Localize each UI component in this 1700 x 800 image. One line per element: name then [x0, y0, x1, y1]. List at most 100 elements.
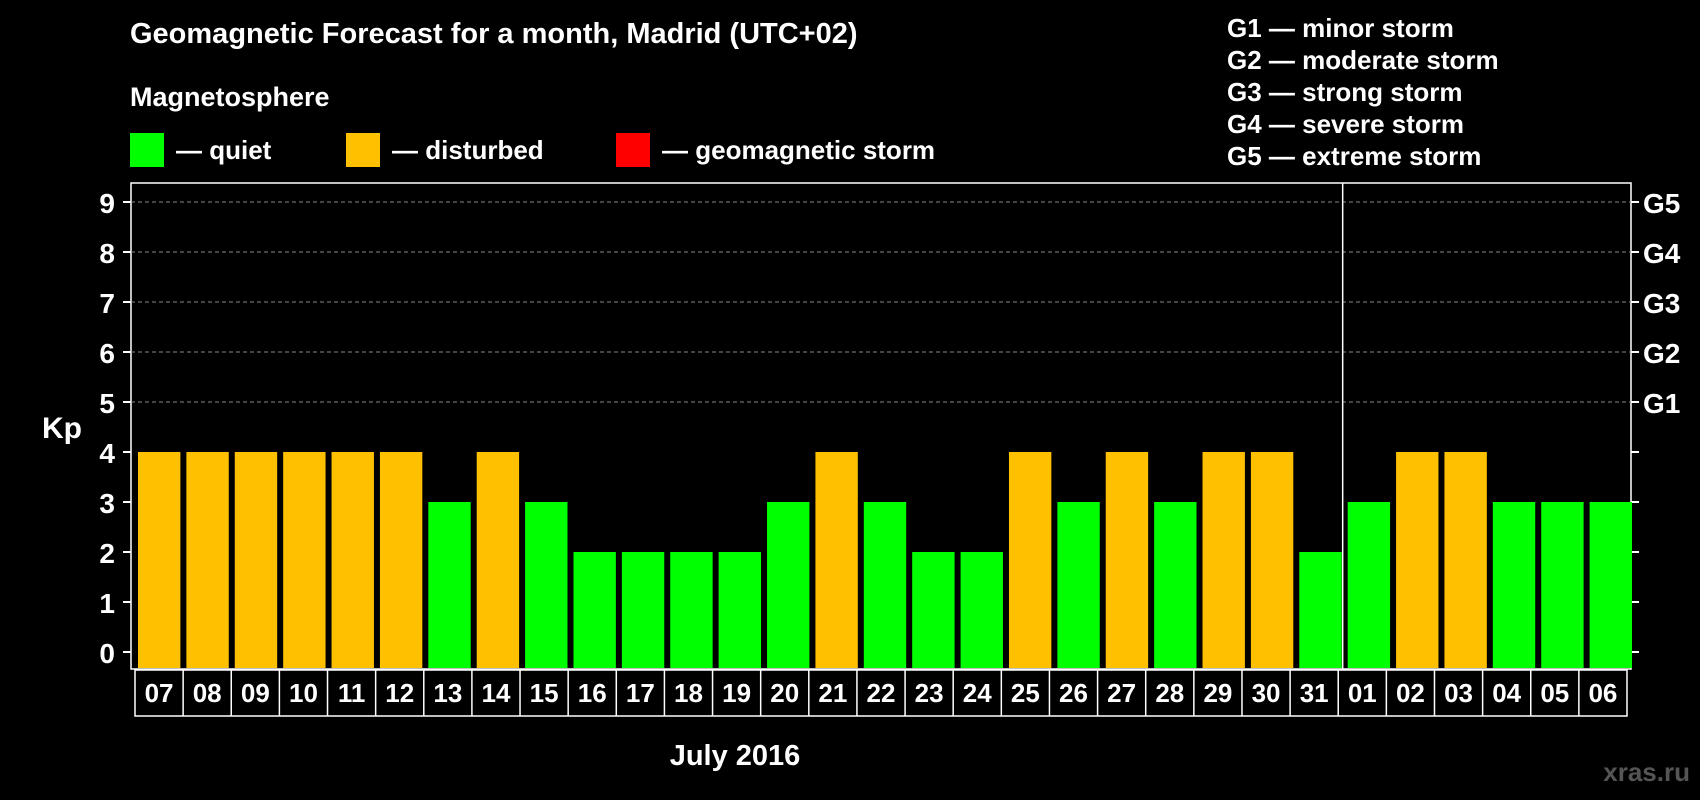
y-tick-label: 4: [99, 438, 115, 469]
x-tick-label: 30: [1252, 678, 1281, 708]
x-axis-label: July 2016: [670, 740, 801, 772]
bar: [863, 502, 907, 668]
legend-label-disturbed: — disturbed: [392, 134, 544, 165]
x-tick-label: 23: [915, 678, 944, 708]
bar: [1396, 452, 1439, 668]
x-tick-label: 11: [338, 678, 366, 708]
x-tick-label: 19: [722, 678, 751, 708]
y-tick-label: 1: [99, 588, 115, 619]
right-axis-label: G4: [1643, 238, 1681, 269]
legend-item-disturbed: — disturbed: [346, 133, 544, 167]
x-tick-label: 21: [818, 678, 847, 708]
watermark: xras.ru: [1603, 757, 1690, 787]
bar: [428, 502, 471, 668]
bar: [621, 552, 665, 668]
x-labels-frame: [134, 669, 1628, 717]
y-tick-label: 6: [99, 338, 115, 369]
right-axis-label: G2: [1643, 338, 1680, 369]
bar: [1444, 452, 1487, 668]
x-tick-label: 24: [963, 678, 992, 708]
bar: [379, 452, 423, 668]
y-tick-label: 5: [99, 388, 115, 419]
legend-swatch-disturbed: [346, 133, 380, 167]
bar: [525, 502, 568, 668]
bar: [767, 502, 810, 668]
x-tick-label: 10: [289, 678, 318, 708]
legend-label-quiet: — quiet: [176, 134, 272, 165]
x-tick-label: 09: [241, 678, 270, 708]
storm-scale-g4: G4 — severe storm: [1227, 109, 1465, 139]
y-axis-label: Kp: [42, 412, 82, 445]
x-tick-label: 17: [626, 678, 655, 708]
bar: [573, 552, 616, 668]
storm-scale-legend: G1 — minor storm G2 — moderate storm G3 …: [1227, 12, 1499, 172]
x-tick-label: 01: [1348, 678, 1377, 708]
legend-item-storm: — geomagnetic storm: [616, 133, 935, 167]
bar: [138, 452, 181, 668]
storm-scale-g5: G5 — extreme storm: [1227, 141, 1482, 171]
x-tick-label: 31: [1300, 678, 1329, 708]
bar: [1202, 452, 1245, 668]
bar: [912, 552, 955, 668]
right-axis-label: G3: [1643, 288, 1680, 319]
plot-frame: [130, 182, 1632, 670]
y-tick-label: 9: [99, 188, 115, 219]
x-tick-label: 07: [145, 678, 174, 708]
x-tick-label: 26: [1059, 678, 1088, 708]
bar: [331, 452, 374, 668]
bar: [815, 452, 858, 668]
x-tick-label: 29: [1203, 678, 1232, 708]
bar: [1299, 552, 1342, 668]
bar: [1105, 452, 1149, 668]
x-tick-label: 20: [770, 678, 799, 708]
bar: [670, 552, 713, 668]
x-tick-label: 15: [530, 678, 559, 708]
right-axis-label: G5: [1643, 188, 1680, 219]
bar: [283, 452, 326, 668]
x-tick-label: 18: [674, 678, 703, 708]
storm-scale-g1: G1 — minor storm: [1227, 13, 1454, 43]
bar: [718, 552, 762, 668]
x-tick-label: 28: [1155, 678, 1184, 708]
x-tick-label: 04: [1492, 678, 1521, 708]
bar: [1492, 502, 1536, 668]
bar: [476, 452, 520, 668]
legend-label-storm: — geomagnetic storm: [662, 134, 936, 165]
y-tick-label: 7: [99, 288, 115, 319]
x-tick-label: 27: [1107, 678, 1136, 708]
legend-swatch-quiet: [130, 133, 164, 167]
bar: [1541, 502, 1584, 668]
x-tick-label: 06: [1588, 678, 1617, 708]
y-tick-label: 0: [99, 638, 115, 669]
x-tick-label: 12: [385, 678, 414, 708]
x-tick-label: 25: [1011, 678, 1040, 708]
legend-item-quiet: — quiet: [130, 133, 271, 167]
x-tick-label: 14: [482, 678, 511, 708]
chart-title: Geomagnetic Forecast for a month, Madrid…: [130, 18, 858, 50]
y-tick-label: 2: [99, 538, 115, 569]
bar: [234, 452, 278, 668]
storm-scale-g3: G3 — strong storm: [1227, 77, 1463, 107]
y-tick-label: 8: [99, 238, 115, 269]
y-tick-label: 3: [99, 488, 115, 519]
bar: [1057, 502, 1100, 668]
bar: [1250, 452, 1294, 668]
x-tick-label: 13: [433, 678, 462, 708]
storm-scale-g2: G2 — moderate storm: [1227, 45, 1499, 75]
bar: [186, 452, 229, 668]
x-tick-label: 02: [1396, 678, 1425, 708]
bar: [1154, 502, 1197, 668]
legend-swatch-storm: [616, 133, 650, 167]
x-tick-label: 03: [1444, 678, 1473, 708]
x-tick-label: 05: [1540, 678, 1569, 708]
bar: [1589, 502, 1632, 668]
right-axis-label: G1: [1643, 388, 1680, 419]
bar: [1347, 502, 1391, 668]
legend-subtitle: Magnetosphere: [130, 82, 330, 112]
bar: [1008, 452, 1052, 668]
x-tick-label: 22: [867, 678, 896, 708]
x-tick-label: 08: [193, 678, 222, 708]
x-tick-label: 16: [578, 678, 607, 708]
bar: [960, 552, 1003, 668]
